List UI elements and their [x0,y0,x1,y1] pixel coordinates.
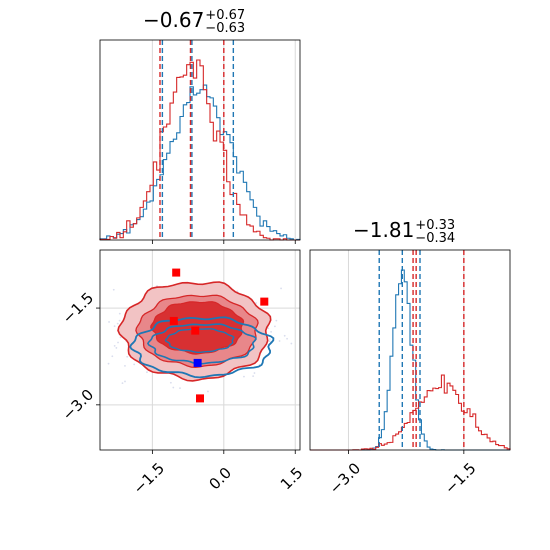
scatter-contour-bottom-left [100,250,300,450]
histogram-red [99,59,300,241]
blue-contour-mid [146,323,257,365]
blue-square-marker [193,358,202,367]
sample-point [124,380,126,383]
histogram-blue [99,84,301,241]
sample-point [133,363,136,366]
sample-point [116,322,119,325]
sample-point [108,321,110,323]
sample-point [169,381,172,384]
blue-contour-outer [129,316,275,379]
x-tick-label: −1.5 [130,459,168,497]
sample-point [115,347,118,349]
top-histogram-title: −0.67 +0.67 −0.63 [143,8,245,35]
sample-point [255,302,257,304]
right-title-plus: +0.33 [415,217,456,233]
sample-point [290,342,293,345]
sample-point [146,371,148,374]
sample-point [270,330,272,333]
red-square-marker [260,297,269,306]
top-title-minus: −0.63 [205,20,246,36]
sample-point [111,355,114,358]
sample-point [253,372,256,374]
x-tick-label: 0.0 [205,464,235,494]
sample-point [179,387,181,390]
sample-point [107,362,110,365]
sample-point [117,341,119,344]
sample-point [118,319,121,322]
x-tick-label: −3.0 [326,459,364,497]
sample-point [280,287,282,290]
sample-point [274,325,276,328]
sample-point [112,288,115,291]
sample-point [286,337,288,340]
sample-point [172,386,175,389]
sample-point [126,355,129,358]
sample-point [252,375,255,378]
red-square-marker [196,394,204,403]
x-tick-label: 1.5 [277,464,307,494]
sample-point [267,327,270,330]
red-square-marker [169,316,178,325]
sample-point [268,340,271,343]
sample-point [121,382,124,385]
hist-bottom-right [310,250,511,451]
sample-point [113,325,116,328]
sample-point [268,338,271,341]
sample-point [243,375,245,378]
histogram-red [310,374,511,451]
sample-point [118,312,121,315]
right-title-median: −1.81 [353,218,415,242]
panel-frame [99,39,301,241]
top-title-plus: +0.67 [205,7,246,23]
sample-point [207,390,209,393]
y-tick-label: −3.0 [59,386,97,424]
red-square-marker [172,268,181,277]
red-square-marker [191,326,200,335]
panel-frame [99,249,301,451]
sample-point [119,336,122,339]
hist-top-left [99,40,301,241]
sample-point [113,344,116,347]
top-title-median: −0.67 [143,8,205,32]
panel-frame [309,249,511,451]
sample-point [283,334,286,337]
blue-contour-inner [164,328,235,354]
right-histogram-title: −1.81 +0.33 −0.34 [353,218,455,245]
sample-point [278,340,281,342]
sample-point [124,365,126,367]
sample-point [275,319,278,322]
y-tick-label: −1.5 [59,289,97,327]
x-tick-label: −1.5 [441,459,479,497]
right-title-minus: −0.34 [415,230,456,246]
